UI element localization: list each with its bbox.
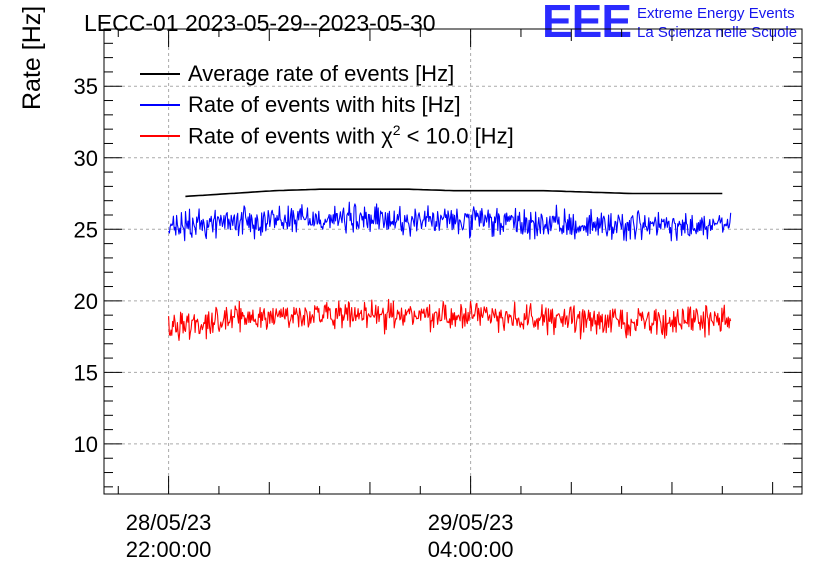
legend: Average rate of events [Hz] Rate of even… (140, 58, 514, 151)
series-line-1 (168, 201, 732, 242)
eee-logo: EEE (542, 0, 632, 47)
legend-swatch-hits (140, 103, 180, 106)
legend-item-average: Average rate of events [Hz] (140, 58, 514, 89)
chart-title: LECC-01 2023-05-29--2023-05-30 (84, 10, 436, 36)
x-tick-label-time: 04:00:00 (428, 537, 514, 562)
legend-label-chi2: Rate of events with χ2 < 10.0 [Hz] (188, 121, 514, 149)
legend-swatch-average (140, 72, 180, 75)
y-tick-label: 10 (74, 432, 98, 457)
logo-line-1: Extreme Energy Events (637, 5, 795, 22)
logo-line-2: La Scienza nelle Scuole (637, 24, 798, 41)
series-line-0 (185, 188, 723, 198)
y-tick-label: 25 (74, 217, 98, 242)
legend-label-average: Average rate of events [Hz] (188, 60, 455, 86)
y-tick-label: 15 (74, 360, 98, 385)
y-tick-label: 30 (74, 146, 98, 171)
x-tick-label-time: 22:00:00 (126, 537, 212, 562)
legend-swatch-chi2 (140, 134, 180, 137)
legend-item-chi2: Rate of events with χ2 < 10.0 [Hz] (140, 120, 514, 151)
y-tick-label: 35 (74, 74, 98, 99)
legend-label-hits: Rate of events with hits [Hz] (188, 91, 461, 117)
y-tick-label: 20 (74, 289, 98, 314)
logo-caption: Extreme Energy Events La Scienza nelle S… (637, 4, 797, 42)
series-line-2 (168, 298, 732, 341)
legend-item-hits: Rate of events with hits [Hz] (140, 89, 514, 120)
x-tick-label-date: 28/05/23 (126, 510, 212, 535)
plot-frame (103, 28, 803, 495)
x-tick-label-date: 29/05/23 (428, 510, 514, 535)
